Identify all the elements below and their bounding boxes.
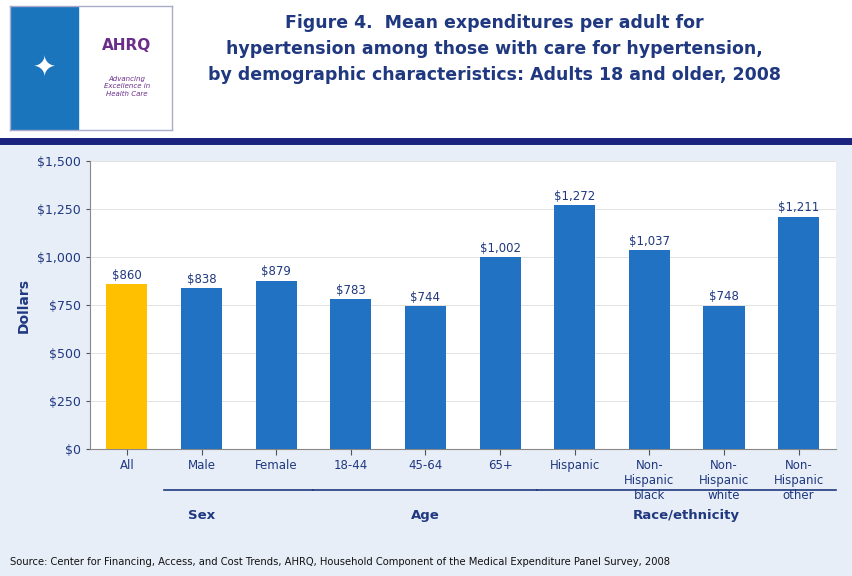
Bar — [703, 306, 744, 449]
Text: Race/ethnicity: Race/ethnicity — [632, 509, 740, 522]
Text: hypertension among those with care for hypertension,: hypertension among those with care for h… — [226, 40, 763, 58]
Bar — [405, 306, 446, 449]
Text: $744: $744 — [410, 291, 440, 304]
Bar — [106, 284, 147, 449]
Bar — [330, 299, 371, 449]
Bar — [554, 205, 595, 449]
Text: Age: Age — [411, 509, 440, 522]
Text: Source: Center for Financing, Access, and Cost Trends, AHRQ, Household Component: Source: Center for Financing, Access, an… — [10, 558, 670, 567]
Text: $783: $783 — [336, 283, 366, 297]
Bar — [628, 250, 669, 449]
Text: $1,272: $1,272 — [554, 190, 595, 203]
Bar — [181, 289, 222, 449]
Text: by demographic characteristics: Adults 18 and older, 2008: by demographic characteristics: Adults 1… — [208, 66, 780, 84]
Text: $860: $860 — [112, 269, 141, 282]
Text: $1,002: $1,002 — [479, 241, 520, 255]
Text: $838: $838 — [187, 273, 216, 286]
Text: ✦: ✦ — [32, 54, 56, 82]
Text: Figure 4.  Mean expenditures per adult for: Figure 4. Mean expenditures per adult fo… — [285, 14, 703, 32]
Text: Sex: Sex — [187, 509, 215, 522]
Bar — [10, 6, 78, 130]
Bar — [479, 257, 520, 449]
Y-axis label: Dollars: Dollars — [17, 278, 31, 333]
Text: $1,211: $1,211 — [777, 202, 818, 214]
Text: AHRQ: AHRQ — [102, 38, 152, 53]
Bar — [256, 281, 296, 449]
Text: $879: $879 — [261, 265, 291, 278]
Text: $748: $748 — [708, 290, 738, 304]
Bar — [777, 217, 818, 449]
Text: $1,037: $1,037 — [628, 235, 669, 248]
Text: Advancing
Excellence in
Health Care: Advancing Excellence in Health Care — [104, 76, 150, 97]
